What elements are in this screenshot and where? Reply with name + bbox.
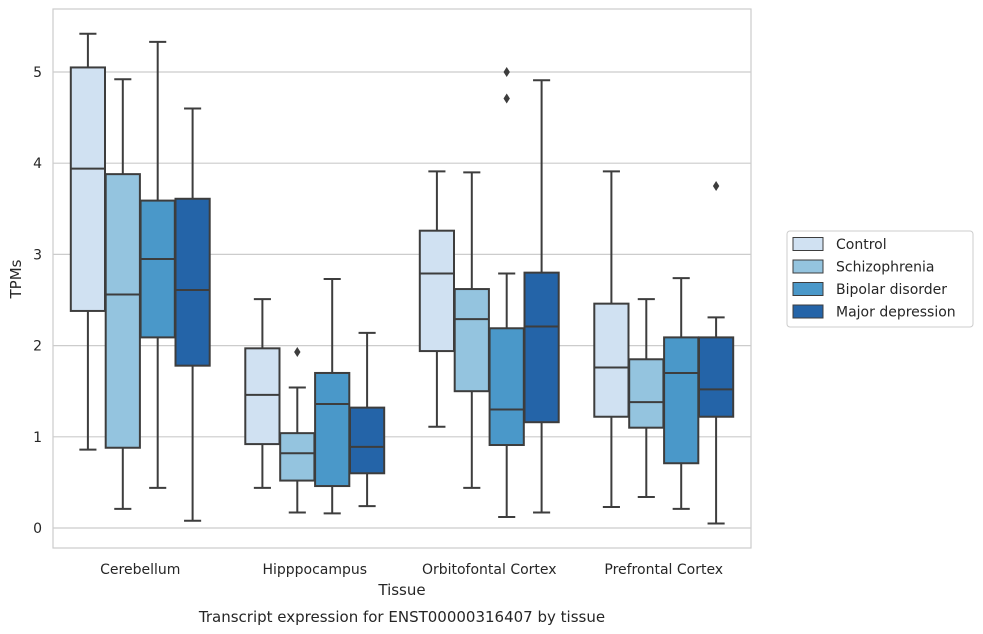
x-tick-label: Prefrontal Cortex bbox=[604, 562, 723, 578]
y-tick-label: 5 bbox=[33, 65, 42, 81]
x-tick-label: Hipppocampus bbox=[262, 562, 367, 578]
box-iqr bbox=[418, 229, 456, 353]
legend-frame bbox=[786, 230, 974, 328]
box-iqr bbox=[453, 288, 490, 393]
box bbox=[697, 181, 735, 525]
y-tick-labels: 0 1 2 3 4 5 bbox=[33, 65, 42, 537]
boxes bbox=[69, 32, 735, 525]
box bbox=[104, 78, 141, 510]
box bbox=[488, 67, 525, 519]
legend-swatch bbox=[792, 259, 824, 274]
legend-swatch bbox=[792, 282, 824, 296]
y-tick-label: 1 bbox=[33, 430, 42, 446]
x-axis-label: Tissue bbox=[377, 581, 425, 599]
box-iqr bbox=[663, 336, 700, 465]
x-tick-labels: Cerebellum Hipppocampus Orbitofontal Corte… bbox=[100, 562, 723, 578]
box-iqr bbox=[593, 302, 630, 418]
box bbox=[593, 170, 630, 509]
y-tick-label: 0 bbox=[33, 521, 42, 537]
box-iqr bbox=[104, 173, 141, 449]
box-iqr bbox=[523, 271, 560, 424]
box bbox=[139, 40, 176, 489]
plot-frame bbox=[52, 8, 752, 549]
box-iqr bbox=[174, 197, 211, 367]
box bbox=[523, 79, 560, 514]
legend-label: Major depression bbox=[836, 305, 956, 321]
y-tick-label: 2 bbox=[33, 339, 42, 355]
box bbox=[628, 298, 665, 498]
legend-label: Bipolar disorder bbox=[836, 282, 947, 298]
outlier-point bbox=[503, 67, 510, 77]
x-tick-label: Cerebellum bbox=[100, 562, 180, 578]
y-tick-label: 3 bbox=[33, 247, 42, 263]
box-iqr bbox=[314, 371, 351, 488]
chart-caption: Transcript expression for ENST0000031640… bbox=[198, 608, 605, 626]
box-iqr bbox=[279, 432, 316, 482]
box bbox=[174, 107, 211, 522]
box-iqr bbox=[628, 358, 665, 429]
box bbox=[279, 346, 316, 514]
box bbox=[348, 331, 386, 508]
box bbox=[244, 298, 281, 489]
box bbox=[314, 278, 351, 515]
outlier-point bbox=[712, 181, 720, 191]
box bbox=[69, 32, 107, 451]
box-iqr bbox=[697, 336, 735, 418]
legend-label: Schizophrenia bbox=[836, 260, 934, 276]
y-tick-label: 4 bbox=[33, 156, 42, 172]
box-iqr bbox=[488, 327, 525, 447]
box-iqr bbox=[348, 406, 386, 475]
box-iqr bbox=[244, 347, 281, 446]
legend-swatch bbox=[792, 304, 824, 319]
legend: Control Schizophrenia Bipolar disorder Majo… bbox=[786, 230, 974, 328]
legend-label: Control bbox=[836, 237, 887, 253]
y-axis-label: TPMs bbox=[7, 259, 25, 299]
outlier-point bbox=[294, 346, 301, 357]
legend-swatch bbox=[792, 237, 824, 251]
box bbox=[663, 277, 700, 510]
box-iqr bbox=[69, 66, 107, 312]
box bbox=[418, 170, 456, 428]
x-tick-label: Orbitofontal Cortex bbox=[422, 562, 557, 578]
outlier-point bbox=[503, 93, 510, 104]
box-iqr bbox=[139, 199, 176, 339]
box bbox=[453, 171, 490, 489]
